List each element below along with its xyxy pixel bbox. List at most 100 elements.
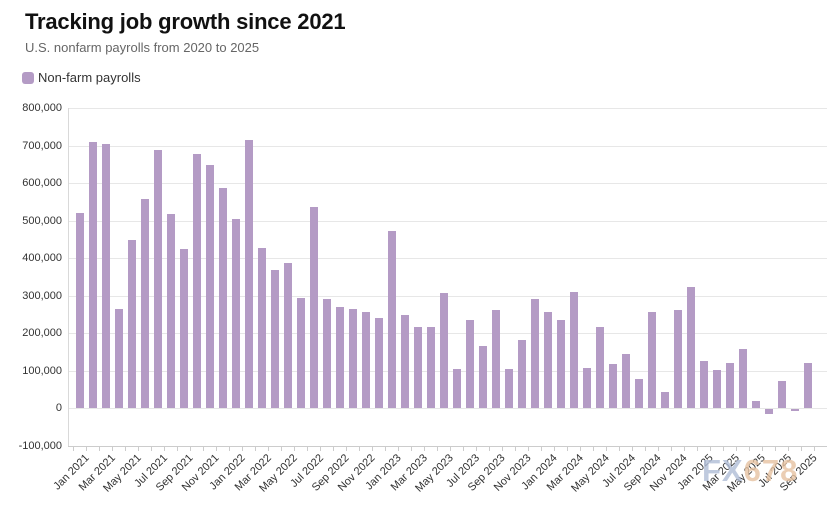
- legend-label: Non-farm payrolls: [38, 70, 141, 85]
- bar-nov-2022[interactable]: [361, 312, 370, 408]
- bar-jun-2025[interactable]: [764, 409, 773, 414]
- x-axis-tick: [541, 445, 542, 451]
- bar-jun-2024[interactable]: [608, 363, 617, 408]
- x-axis-tick: [268, 445, 269, 451]
- bar-sep-2024[interactable]: [647, 312, 656, 408]
- bar-jan-2021[interactable]: [75, 213, 84, 408]
- bar-jul-2024[interactable]: [621, 354, 630, 408]
- y-axis-line: [68, 108, 69, 446]
- legend-item-nonfarm-payrolls[interactable]: Non-farm payrolls: [22, 70, 141, 85]
- bar-nov-2021[interactable]: [205, 165, 214, 408]
- bar-may-2024[interactable]: [595, 327, 604, 408]
- bar-may-2025[interactable]: [751, 400, 760, 408]
- x-axis-tick: [762, 445, 763, 451]
- bar-aug-2025[interactable]: [790, 409, 799, 411]
- bar-apr-2021[interactable]: [114, 309, 123, 408]
- x-axis-tick: [606, 445, 607, 451]
- y-gridline: [68, 145, 827, 147]
- x-axis-tick: [476, 445, 477, 451]
- x-axis-tick: [736, 445, 737, 451]
- bar-sep-2021[interactable]: [179, 249, 188, 408]
- bar-may-2021[interactable]: [127, 240, 136, 408]
- x-axis-tick: [788, 445, 789, 451]
- x-axis-tick: [307, 445, 308, 451]
- x-axis-tick: [710, 445, 711, 451]
- bar-aug-2024[interactable]: [634, 378, 643, 408]
- x-axis-tick: [502, 445, 503, 451]
- x-axis-tick: [346, 445, 347, 451]
- bar-feb-2024[interactable]: [556, 319, 565, 408]
- bar-aug-2022[interactable]: [322, 298, 331, 408]
- x-axis-tick: [151, 445, 152, 451]
- bar-apr-2022[interactable]: [270, 270, 279, 408]
- bar-oct-2022[interactable]: [348, 309, 357, 408]
- bar-jan-2023[interactable]: [387, 231, 396, 408]
- bar-nov-2023[interactable]: [517, 339, 526, 408]
- bar-dec-2024[interactable]: [686, 286, 695, 408]
- bar-sep-2023[interactable]: [491, 309, 500, 408]
- x-axis-tick: [658, 445, 659, 451]
- bar-jan-2025[interactable]: [699, 361, 708, 408]
- x-axis-tick: [125, 445, 126, 451]
- bar-dec-2023[interactable]: [530, 299, 539, 408]
- x-axis-tick: [255, 445, 256, 451]
- y-gridline: [68, 333, 827, 334]
- bar-dec-2022[interactable]: [374, 318, 383, 408]
- x-axis-tick: [398, 445, 399, 451]
- x-axis-tick: [99, 445, 100, 451]
- bar-jan-2024[interactable]: [543, 312, 552, 408]
- bar-may-2022[interactable]: [283, 263, 292, 408]
- bar-feb-2022[interactable]: [244, 140, 253, 408]
- bar-oct-2021[interactable]: [192, 154, 201, 408]
- x-axis-tick: [190, 445, 191, 451]
- x-axis-tick: [567, 445, 568, 451]
- bar-mar-2022[interactable]: [257, 247, 266, 408]
- x-axis-tick: [775, 445, 776, 451]
- bar-jul-2023[interactable]: [465, 319, 474, 408]
- bar-aug-2023[interactable]: [478, 346, 487, 408]
- y-gridline: [68, 408, 827, 409]
- bar-jul-2022[interactable]: [309, 206, 318, 408]
- y-axis-label: 200,000: [22, 327, 62, 339]
- x-axis-tick: [528, 445, 529, 451]
- bar-jun-2023[interactable]: [452, 368, 461, 408]
- bar-mar-2025[interactable]: [725, 363, 734, 408]
- bar-apr-2023[interactable]: [426, 326, 435, 408]
- y-gridline: [68, 295, 827, 297]
- bar-jun-2022[interactable]: [296, 298, 305, 408]
- x-axis-tick: [580, 445, 581, 451]
- bar-mar-2023[interactable]: [413, 326, 422, 408]
- y-axis-label: 600,000: [22, 177, 62, 189]
- y-axis-label: 0: [55, 402, 62, 414]
- bar-aug-2021[interactable]: [166, 214, 175, 408]
- bar-sep-2025[interactable]: [803, 363, 812, 408]
- bar-feb-2023[interactable]: [400, 315, 409, 408]
- y-gridline: [68, 183, 827, 184]
- x-axis-tick: [450, 445, 451, 451]
- bar-mar-2021[interactable]: [101, 144, 110, 408]
- bar-mar-2024[interactable]: [569, 291, 578, 408]
- x-axis-tick: [73, 445, 74, 451]
- bar-apr-2025[interactable]: [738, 348, 747, 408]
- bar-sep-2022[interactable]: [335, 307, 344, 408]
- bar-jul-2021[interactable]: [153, 149, 162, 408]
- bar-apr-2024[interactable]: [582, 367, 591, 408]
- bar-oct-2023[interactable]: [504, 368, 513, 408]
- bar-jul-2025[interactable]: [777, 381, 786, 408]
- y-axis-label: 100,000: [22, 364, 62, 377]
- y-gridline: [68, 108, 827, 109]
- x-axis-tick: [333, 445, 334, 451]
- bar-dec-2021[interactable]: [218, 187, 227, 408]
- y-gridline: [68, 220, 827, 222]
- x-axis-tick: [242, 445, 243, 451]
- bar-jun-2021[interactable]: [140, 199, 149, 408]
- bar-feb-2025[interactable]: [712, 369, 721, 408]
- bar-nov-2024[interactable]: [673, 310, 682, 408]
- x-axis-tick: [424, 445, 425, 451]
- bar-feb-2021[interactable]: [88, 141, 97, 408]
- bar-jan-2022[interactable]: [231, 219, 240, 408]
- bar-oct-2024[interactable]: [660, 391, 669, 408]
- bar-may-2023[interactable]: [439, 293, 448, 408]
- x-axis-tick: [554, 445, 555, 451]
